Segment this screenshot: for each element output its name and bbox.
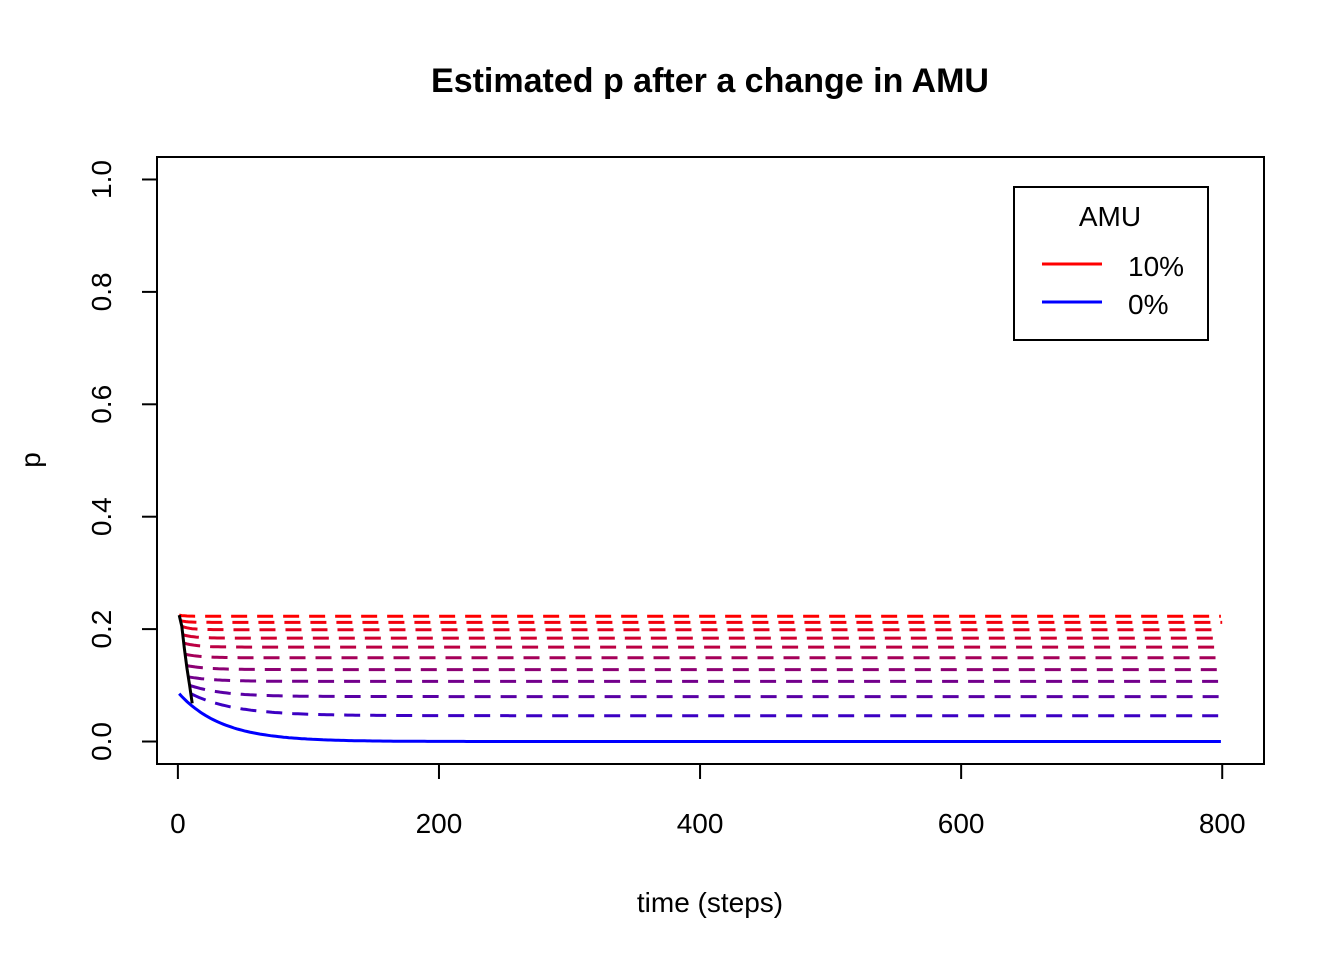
y-tick-label: 1.0	[86, 160, 117, 199]
chart-title: Estimated p after a change in AMU	[431, 62, 989, 100]
series-line-5	[184, 641, 1221, 649]
series-line-1	[178, 613, 1221, 618]
y-tick-label: 0.2	[86, 610, 117, 649]
y-axis-label: p	[15, 452, 46, 468]
legend: AMU 10% 0%	[1013, 186, 1209, 341]
x-axis-label: time (steps)	[637, 887, 783, 918]
series-line-9	[189, 683, 1221, 699]
y-tick-label: 0.4	[86, 497, 117, 536]
series-layer	[177, 613, 1223, 743]
baseline-curve	[177, 614, 194, 704]
y-tick-label: 0.0	[86, 722, 117, 761]
x-axis: 0 200 400 600 800	[170, 763, 1246, 839]
series-line-7	[186, 664, 1221, 672]
series-line-8	[188, 675, 1223, 683]
series-line-11	[178, 692, 1221, 743]
series-line-6	[185, 652, 1223, 660]
y-axis: 0.0 0.2 0.4 0.6 0.8 1.0	[86, 160, 158, 761]
x-tick-label: 800	[1199, 808, 1246, 839]
series-line-4	[182, 633, 1223, 640]
series-line-2	[180, 619, 1223, 624]
legend-title: AMU	[1079, 201, 1141, 232]
series-line-10	[190, 692, 1223, 718]
x-tick-label: 600	[938, 808, 985, 839]
x-tick-label: 200	[416, 808, 463, 839]
series-line-3	[181, 624, 1221, 632]
legend-label-10pct: 10%	[1128, 251, 1184, 282]
x-tick-label: 400	[677, 808, 724, 839]
y-tick-label: 0.8	[86, 272, 117, 311]
y-tick-label: 0.6	[86, 385, 117, 424]
x-tick-label: 0	[170, 808, 186, 839]
legend-label-0pct: 0%	[1128, 289, 1168, 320]
